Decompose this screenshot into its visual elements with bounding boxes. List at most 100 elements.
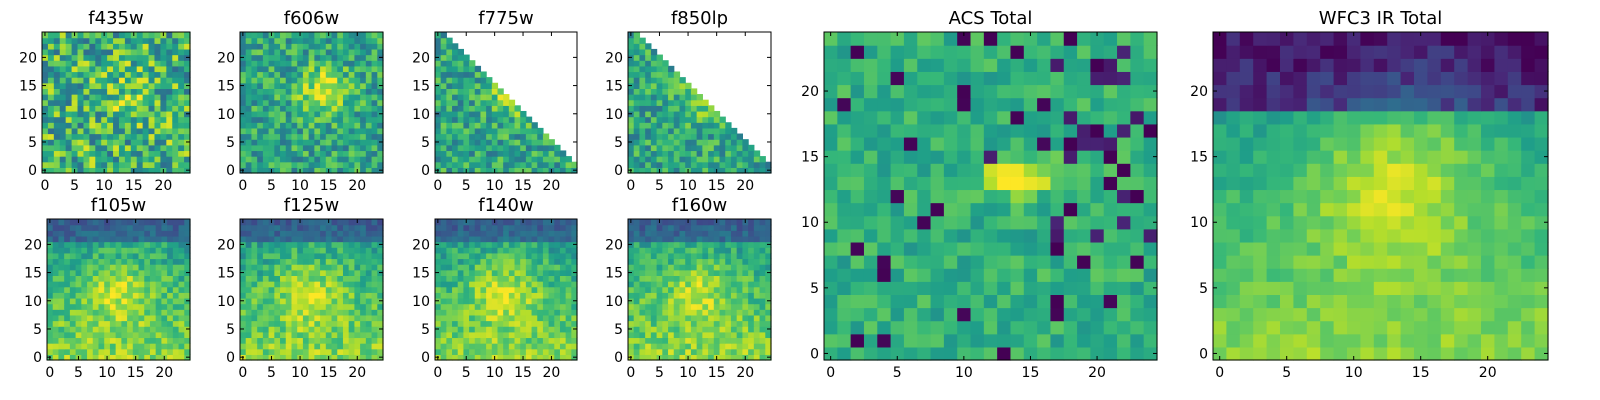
heatmap-cell: [520, 110, 527, 118]
heatmap-cell: [360, 167, 367, 174]
heatmap-cell: [696, 241, 703, 248]
heatmap-cell: [184, 94, 191, 101]
heatmap-cell: [77, 116, 85, 123]
heatmap-cell: [736, 264, 743, 271]
heatmap-cell: [503, 110, 510, 118]
heatmap-cell: [983, 346, 998, 361]
heatmap-cell: [497, 343, 504, 350]
heatmap-cell: [262, 309, 270, 316]
heatmap-cell: [371, 127, 378, 135]
heatmap-cell: [302, 54, 310, 61]
heatmap-cell: [354, 71, 361, 78]
heatmap-cell: [127, 230, 134, 237]
heatmap-cell: [696, 156, 703, 163]
heatmap-cell: [302, 60, 310, 67]
heatmap-cell: [719, 235, 726, 243]
heatmap-cell: [348, 37, 355, 44]
heatmap-cell: [571, 320, 578, 327]
heatmap-cell: [98, 343, 105, 350]
heatmap-cell: [679, 354, 686, 361]
heatmap-cell: [184, 116, 191, 123]
heatmap-cell: [863, 281, 878, 295]
heatmap-cell: [377, 94, 384, 101]
heatmap-cell: [673, 286, 681, 293]
heatmap-cell: [251, 343, 258, 350]
heatmap-cell: [486, 122, 493, 129]
heatmap-cell: [457, 161, 464, 168]
heatmap-cell: [457, 156, 464, 163]
heatmap-cell: [274, 127, 281, 135]
heatmap-cell: [360, 37, 367, 44]
heatmap-cell: [81, 264, 88, 271]
heatmap-cell: [251, 348, 258, 355]
heatmap-cell: [525, 269, 533, 276]
heatmap-cell: [149, 269, 157, 276]
heatmap-cell: [136, 65, 144, 73]
heatmap-cell: [308, 252, 315, 260]
heatmap-cell: [497, 281, 504, 288]
heatmap-cell: [172, 224, 180, 231]
heatmap-cell: [702, 127, 709, 135]
heatmap-cell: [997, 281, 1012, 295]
heatmap-cell: [348, 281, 355, 288]
heatmap-cell: [71, 94, 79, 101]
heatmap-cell: [280, 127, 287, 135]
heatmap-cell: [639, 60, 646, 67]
heatmap-cell: [537, 224, 544, 231]
heatmap-cell: [970, 268, 985, 282]
heatmap-cell: [497, 105, 504, 112]
heatmap-cell: [251, 65, 258, 73]
heatmap-cell: [639, 281, 646, 288]
heatmap-cell: [124, 133, 132, 140]
heatmap-cell: [308, 156, 315, 163]
heatmap-cell: [92, 281, 100, 288]
heatmap-cell: [662, 314, 669, 322]
heatmap-cell: [337, 258, 344, 265]
heatmap-cell: [138, 235, 145, 243]
heatmap-cell: [497, 224, 504, 231]
heatmap-cell: [514, 297, 521, 305]
heatmap-cell: [251, 354, 258, 361]
heatmap-cell: [440, 269, 447, 276]
heatmap-cell: [480, 116, 487, 123]
heatmap-cell: [47, 48, 55, 56]
heatmap-cell: [503, 303, 510, 310]
heatmap-cell: [184, 264, 191, 271]
heatmap-cell: [685, 116, 692, 123]
heatmap-cell: [87, 326, 94, 333]
heatmap-cell: [463, 71, 470, 78]
heatmap-cell: [257, 348, 264, 355]
heatmap-cell: [161, 264, 168, 271]
heatmap-cell: [81, 269, 88, 276]
heatmap-cell: [58, 343, 65, 350]
heatmap-cell: [92, 264, 100, 271]
heatmap-cell: [268, 127, 275, 135]
heatmap-cell: [457, 303, 464, 310]
heatmap-cell: [639, 105, 646, 112]
heatmap-cell: [633, 281, 641, 288]
heatmap-cell: [554, 247, 561, 254]
heatmap-cell: [178, 167, 185, 174]
heatmap-cell: [469, 292, 476, 299]
heatmap-cell: [371, 71, 378, 78]
heatmap-cell: [109, 235, 117, 243]
heatmap-cell: [520, 133, 527, 140]
heatmap-cell: [725, 320, 732, 327]
heatmap-cell: [144, 320, 151, 327]
heatmap-cell: [452, 258, 459, 265]
heatmap-cell: [81, 230, 88, 237]
heatmap-cell: [457, 247, 464, 254]
heatmap-cell: [274, 269, 281, 276]
heatmap-cell: [491, 235, 499, 243]
heatmap-cell: [95, 94, 102, 101]
heatmap-cell: [348, 337, 355, 344]
heatmap-cell: [302, 150, 310, 157]
heatmap-cell: [69, 241, 77, 248]
heatmap-cell: [371, 252, 378, 260]
heatmap-cell: [531, 292, 538, 299]
heatmap-cell: [172, 303, 180, 310]
heatmap-cell: [542, 241, 550, 248]
heatmap-cell: [469, 122, 476, 129]
heatmap-cell: [877, 320, 892, 335]
